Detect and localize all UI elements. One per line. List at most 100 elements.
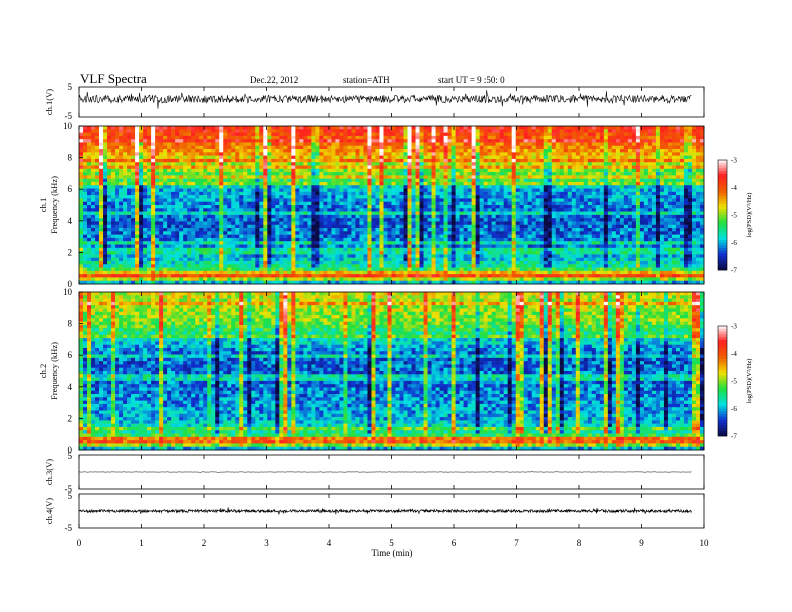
spectrogram-cell xyxy=(651,198,657,203)
spectrogram-cell xyxy=(91,228,96,232)
spectrogram-cell xyxy=(455,224,460,229)
spectrogram-cell xyxy=(159,191,164,196)
spectrogram-cell xyxy=(79,211,84,216)
spectrogram-cell xyxy=(499,178,504,183)
spectrogram-cell xyxy=(475,211,480,216)
spectrogram-cell xyxy=(363,142,368,147)
spectrogram-cell xyxy=(615,175,621,179)
spectrogram-cell xyxy=(367,142,372,147)
spectrogram-cell xyxy=(595,208,601,212)
spectrogram-cell xyxy=(143,191,148,196)
spectrogram-cell xyxy=(599,155,605,160)
spectrogram-cell xyxy=(475,191,480,196)
spectrogram-cell xyxy=(691,162,697,166)
spectrogram-cell xyxy=(371,208,376,212)
spectrogram-cell xyxy=(395,135,400,140)
spectrogram-cell xyxy=(103,155,108,160)
spectrogram-cell xyxy=(663,175,669,179)
spectrogram-cell xyxy=(251,214,256,219)
spectrogram-cell xyxy=(227,126,232,130)
spectrogram-cell xyxy=(103,214,108,219)
spectrogram-cell xyxy=(359,165,364,170)
spectrogram-cell xyxy=(115,188,120,193)
spectrogram-cell xyxy=(319,165,324,170)
spectrogram-cell xyxy=(223,149,228,153)
spectrogram-cell xyxy=(255,129,260,133)
spectrogram-cell xyxy=(543,139,549,143)
spectrogram-cell xyxy=(439,191,444,196)
spectrogram-cell xyxy=(399,218,404,222)
spectrogram-cell xyxy=(367,195,372,199)
spectrogram-cell xyxy=(315,152,320,156)
spectrogram-cell xyxy=(571,162,577,166)
spectrogram-cell xyxy=(259,155,264,160)
spectrogram-cell xyxy=(667,126,673,130)
spectrogram-cell xyxy=(635,139,641,143)
spectrogram-cell xyxy=(455,188,460,193)
spectrogram-cell xyxy=(383,201,388,206)
spectrogram-cell xyxy=(379,142,384,147)
spectrogram-cell xyxy=(167,172,172,176)
spectrogram-cell xyxy=(555,152,561,156)
spectrogram-cell xyxy=(495,208,500,212)
spectrogram-cell xyxy=(547,126,553,130)
spectrogram-cell xyxy=(159,175,164,179)
spectrogram-cell xyxy=(335,191,340,196)
spectrogram-cell xyxy=(483,132,488,137)
spectrogram-cell xyxy=(139,188,144,193)
spectrogram-cell xyxy=(99,135,104,140)
spectrogram-cell xyxy=(359,152,364,156)
spectrogram-cell xyxy=(667,201,673,206)
spectrogram-cell xyxy=(643,214,649,219)
spectrogram-cell xyxy=(427,135,432,140)
spectrogram-cell xyxy=(431,149,436,153)
spectrogram-cell xyxy=(443,211,448,216)
spectrogram-cell xyxy=(387,195,392,199)
spectrogram-cell xyxy=(199,135,204,140)
spectrogram-cell xyxy=(179,149,184,153)
spectrogram-cell xyxy=(391,172,396,176)
spectrogram-cell xyxy=(663,185,669,189)
spectrogram-cell xyxy=(223,208,228,212)
spectrogram-cell xyxy=(215,224,220,229)
spectrogram-cell xyxy=(399,126,404,130)
spectrogram-cell xyxy=(203,198,208,203)
spectrogram-cell xyxy=(599,158,605,163)
spectrogram-cell xyxy=(531,191,537,196)
spectrogram-cell xyxy=(571,132,577,137)
spectrogram-cell xyxy=(363,191,368,196)
spectrogram-cell xyxy=(583,198,589,203)
spectrogram-cell xyxy=(651,178,657,183)
spectrogram-cell xyxy=(551,178,557,183)
spectrogram-cell xyxy=(339,221,344,226)
spectrogram-cell xyxy=(455,172,460,176)
spectrogram-cell xyxy=(271,152,276,156)
spectrogram-cell xyxy=(555,185,561,189)
spectrogram-cell xyxy=(627,214,633,219)
spectrogram-cell xyxy=(383,165,388,170)
spectrogram-cell xyxy=(279,168,284,173)
spectrogram-cell xyxy=(655,175,661,179)
spectrogram-cell xyxy=(607,168,613,173)
spectrogram-cell xyxy=(155,211,160,216)
spectrogram-cell xyxy=(371,224,376,229)
spectrogram-cell xyxy=(343,181,348,186)
spectrogram-cell xyxy=(83,221,88,226)
spectrogram-cell xyxy=(95,152,100,156)
spectrogram-cell xyxy=(675,214,681,219)
spectrogram-cell xyxy=(199,201,204,206)
spectrogram-cell xyxy=(419,149,424,153)
spectrogram-cell xyxy=(223,152,228,156)
spectrogram-cell xyxy=(219,178,224,183)
spectrogram-cell xyxy=(91,152,96,156)
spectrogram-cell xyxy=(339,191,344,196)
spectrogram-cell xyxy=(607,218,613,222)
spectrogram-cell xyxy=(111,158,116,163)
spectrogram-cell xyxy=(291,158,296,163)
spectrogram-cell xyxy=(139,149,144,153)
spectrogram-cell xyxy=(495,135,500,140)
spectrogram-cell xyxy=(471,205,476,209)
spectrogram-cell xyxy=(603,165,609,170)
spectrogram-cell xyxy=(667,191,673,196)
spectrogram-cell xyxy=(407,172,412,176)
